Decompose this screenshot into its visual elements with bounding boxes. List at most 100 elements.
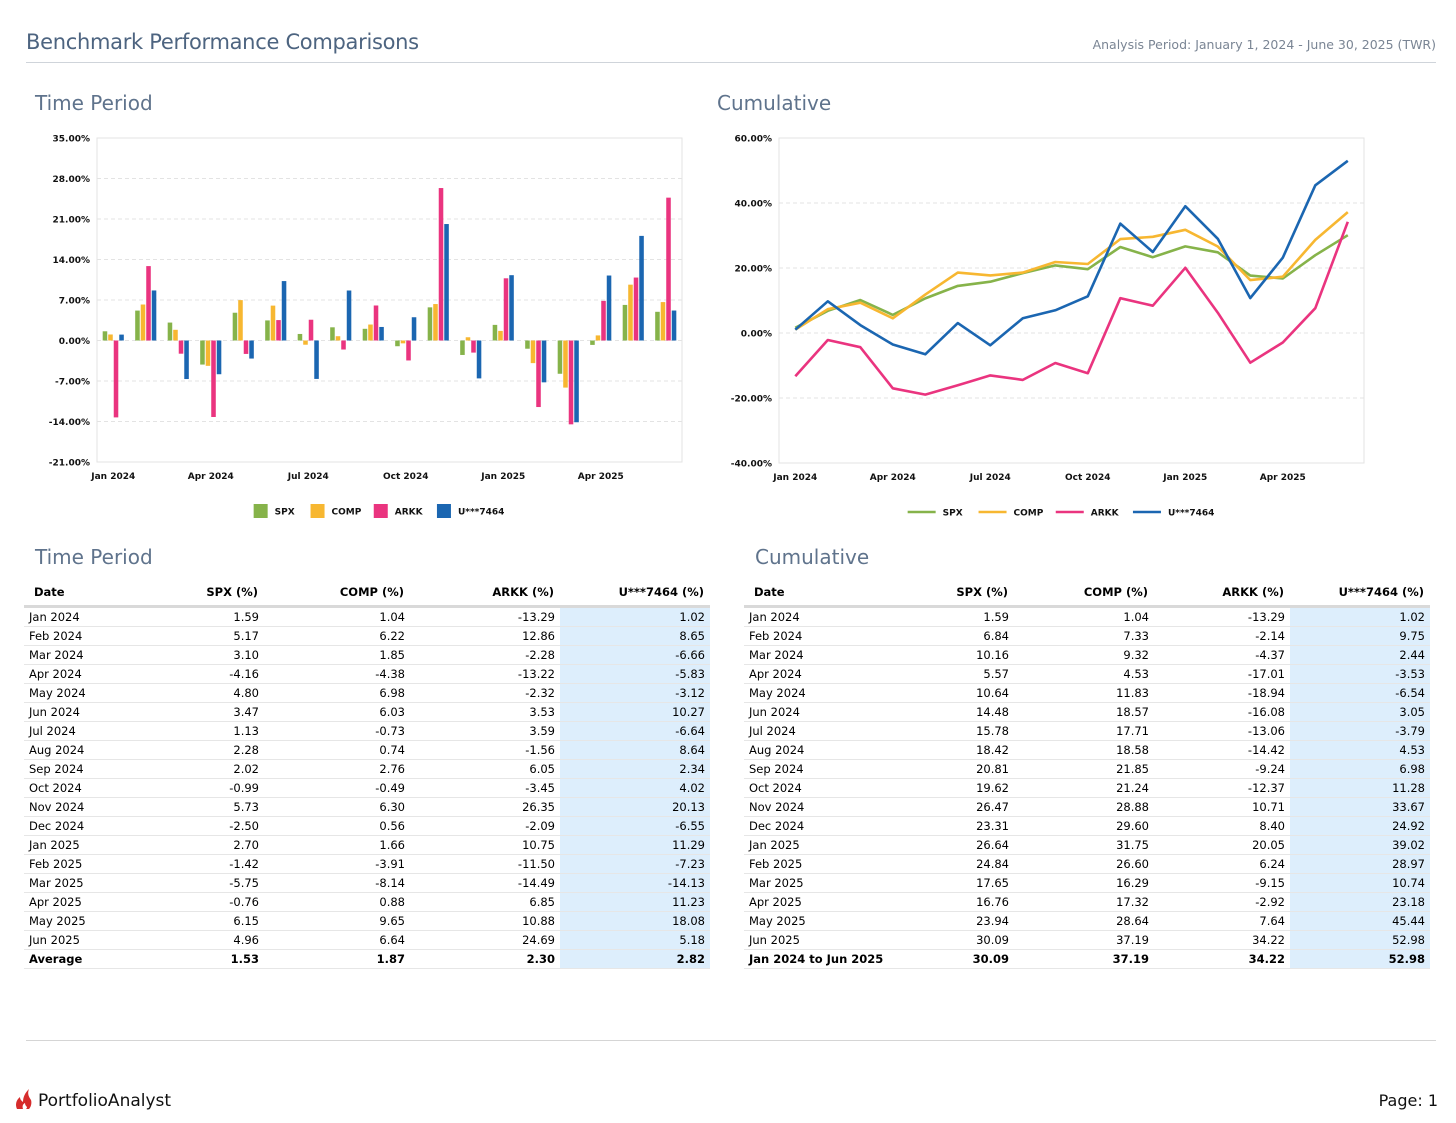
table-header-row: Date SPX (%) COMP (%) ARKK (%) U***7464 (%) — [24, 578, 710, 608]
table-header-row: Date SPX (%) COMP (%) ARKK (%) U***7464 (%) — [744, 578, 1430, 608]
table-row: Feb 2024 6.84 7.33 -2.14 9.75 — [744, 626, 1430, 646]
value-cell: 1.85 — [264, 645, 410, 665]
value-cell: 31.75 — [1014, 835, 1154, 855]
y-tick-label: 28.00% — [53, 175, 91, 185]
value-cell: 10.88 — [410, 911, 560, 931]
column-header: SPX (%) — [894, 578, 1014, 608]
value-cell: 20.81 — [894, 759, 1014, 779]
value-cell: 10.74 — [1290, 873, 1430, 893]
bar-arkk — [601, 300, 606, 341]
value-cell: 11.29 — [560, 835, 710, 855]
value-cell: 3.47 — [138, 702, 264, 722]
value-cell: -2.32 — [410, 683, 560, 703]
date-cell: May 2024 — [744, 683, 894, 703]
table-row: Oct 2024 -0.99 -0.49 -3.45 4.02 — [24, 778, 710, 798]
value-cell: -4.16 — [138, 664, 264, 684]
table-row: Oct 2024 19.62 21.24 -12.37 11.28 — [744, 778, 1430, 798]
table-row: Jan 2024 1.59 1.04 -13.29 1.02 — [24, 606, 710, 627]
value-cell: 5.57 — [894, 664, 1014, 684]
value-cell: 33.67 — [1290, 797, 1430, 817]
value-cell: 7.33 — [1014, 626, 1154, 646]
bar-arkk — [536, 340, 541, 408]
value-cell: 2.44 — [1290, 645, 1430, 665]
value-cell: 1.66 — [264, 835, 410, 855]
value-cell: 14.48 — [894, 702, 1014, 722]
value-cell: 52.98 — [1290, 930, 1430, 950]
value-cell: -13.22 — [410, 664, 560, 684]
column-header: U***7464 (%) — [560, 578, 710, 608]
table-row: Jan 2025 2.70 1.66 10.75 11.29 — [24, 835, 710, 855]
legend-label: U***7464 — [458, 508, 504, 518]
bar-comp — [335, 336, 341, 341]
bar-u-7464 — [281, 281, 287, 341]
value-cell: -0.73 — [264, 721, 410, 741]
legend-swatch-arkk — [373, 504, 388, 518]
bar-spx — [525, 340, 530, 349]
time-period-bar-chart: 35.00% 28.00% 21.00% 14.00% 7.00% 0.00% -7.00%… — [0, 125, 700, 525]
bar-spx — [557, 340, 563, 374]
value-cell: 6.05 — [410, 759, 560, 779]
bar-spx — [362, 328, 368, 341]
value-cell: 6.30 — [264, 797, 410, 817]
value-cell: 6.98 — [1290, 759, 1430, 779]
value-cell: 29.60 — [1014, 816, 1154, 836]
bar-arkk — [243, 340, 249, 354]
value-cell: 30.09 — [894, 930, 1014, 950]
legend-label: SPX — [943, 509, 963, 519]
value-cell: -16.08 — [1154, 702, 1290, 722]
y-tick-label: -7.00% — [55, 378, 90, 388]
bar-spx — [102, 331, 108, 341]
table-row: Apr 2024 -4.16 -4.38 -13.22 -5.83 — [24, 664, 710, 684]
legend-label: COMP — [332, 508, 362, 518]
value-cell: 15.78 — [894, 721, 1014, 741]
value-cell: 1.04 — [264, 606, 410, 627]
value-cell: -17.01 — [1154, 664, 1290, 684]
value-cell: 20.13 — [560, 797, 710, 817]
value-cell: -5.83 — [560, 664, 710, 684]
value-cell: 0.56 — [264, 816, 410, 836]
value-cell: -13.06 — [1154, 721, 1290, 741]
y-tick-label: 14.00% — [53, 256, 91, 266]
bar-arkk — [276, 320, 281, 341]
value-cell: 24.92 — [1290, 816, 1430, 836]
legend-label: SPX — [275, 508, 295, 518]
bar-u-7464 — [444, 224, 449, 341]
date-cell: Nov 2024 — [744, 797, 894, 817]
date-cell: Mar 2024 — [24, 645, 138, 665]
x-tick-label: Apr 2024 — [188, 472, 234, 482]
bar-arkk — [146, 266, 151, 341]
bar-arkk — [373, 305, 379, 341]
value-cell: 28.88 — [1014, 797, 1154, 817]
value-cell: -0.49 — [264, 778, 410, 798]
date-cell: Feb 2025 — [744, 854, 894, 874]
brand-name: PortfolioAnalyst — [38, 1091, 172, 1111]
table-row: May 2025 6.15 9.65 10.88 18.08 — [24, 911, 710, 931]
column-header: COMP (%) — [264, 578, 410, 608]
table-row: Jun 2025 30.09 37.19 34.22 52.98 — [744, 930, 1430, 950]
x-tick-label: Jan 2024 — [772, 473, 817, 483]
x-tick-label: Apr 2025 — [578, 472, 624, 482]
bar-arkk — [308, 319, 314, 341]
date-cell: Jan 2025 — [744, 835, 894, 855]
value-cell: 24.84 — [894, 854, 1014, 874]
value-cell: -18.94 — [1154, 683, 1290, 703]
bar-spx — [492, 324, 498, 341]
value-cell: 18.08 — [560, 911, 710, 931]
value-cell: 21.85 — [1014, 759, 1154, 779]
y-tick-label: 20.00% — [735, 265, 773, 275]
series-line-spx — [794, 234, 1349, 329]
value-cell: 3.05 — [1290, 702, 1430, 722]
bar-arkk — [113, 340, 119, 418]
value-cell: 0.88 — [264, 892, 410, 912]
bar-spx — [395, 340, 400, 347]
date-cell: Jun 2025 — [24, 930, 138, 950]
date-cell: Apr 2025 — [744, 892, 894, 912]
table-row: Feb 2024 5.17 6.22 12.86 8.65 — [24, 626, 710, 646]
value-cell: -0.99 — [138, 778, 264, 798]
date-cell: Aug 2024 — [24, 740, 138, 760]
bar-spx — [265, 320, 270, 341]
x-tick-label: Jan 2025 — [1162, 473, 1207, 483]
legend-swatch-spx — [253, 504, 268, 518]
value-cell: 1.59 — [894, 606, 1014, 627]
value-cell: 10.64 — [894, 683, 1014, 703]
